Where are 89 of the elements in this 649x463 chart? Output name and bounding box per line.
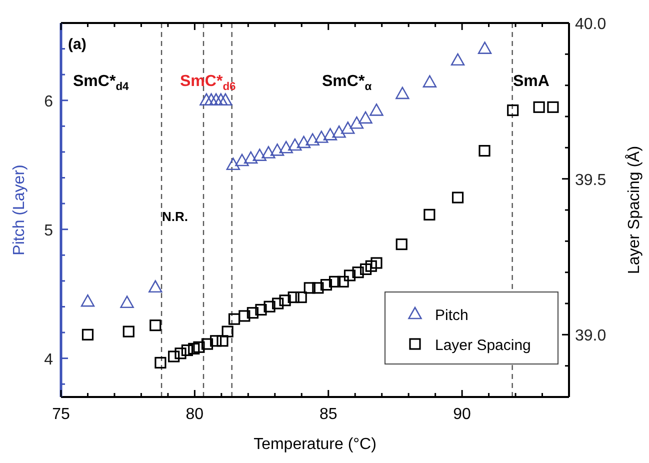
point: [200, 93, 214, 106]
point: [350, 116, 364, 129]
point: [82, 328, 94, 340]
point: [238, 310, 250, 322]
point: [478, 42, 492, 54]
point: [244, 151, 258, 164]
annotation: (a): [68, 36, 86, 53]
point: [235, 154, 249, 166]
y-tick-label: 5: [44, 222, 54, 240]
point: [304, 282, 316, 294]
point: [478, 144, 490, 157]
point: [396, 86, 410, 100]
point: [154, 356, 166, 369]
point: [214, 93, 228, 106]
point: [80, 294, 95, 307]
point: [358, 111, 372, 124]
y2-tick-label: 39.5: [575, 172, 606, 189]
point: [296, 136, 311, 148]
point: [181, 344, 193, 356]
point: [341, 122, 355, 134]
point: [306, 133, 320, 146]
point: [396, 238, 408, 250]
point: [228, 313, 240, 325]
point: [264, 300, 276, 312]
point: [174, 348, 186, 360]
annotation: SmC*$_{d6}$: [180, 73, 236, 94]
point: [188, 342, 200, 354]
point: [320, 279, 332, 291]
y-tick-label: 4: [44, 351, 54, 368]
x-axis-title: Temperature (°C): [254, 436, 376, 453]
point: [422, 75, 437, 88]
point: [288, 291, 300, 304]
point: [328, 276, 341, 288]
point: [262, 146, 276, 158]
x-tick-label: 75: [52, 406, 70, 423]
point: [450, 53, 465, 66]
point: [337, 276, 349, 288]
point: [209, 93, 223, 106]
annotation: SmA: [513, 73, 550, 90]
legend-label: Pitch: [435, 307, 468, 324]
point: [424, 208, 436, 220]
point: [295, 291, 307, 304]
x-tick-label: 90: [453, 406, 472, 423]
point: [168, 350, 180, 362]
point: [344, 270, 356, 282]
legend-label: Layer Spacing: [435, 337, 531, 354]
point: [312, 282, 324, 294]
annotation: SmC*$_{d4}$: [73, 73, 130, 94]
point: [332, 125, 346, 138]
point: [122, 326, 134, 338]
y-tick-label: 6: [44, 93, 54, 110]
point: [370, 104, 384, 116]
y-axis-title: Pitch (Layer): [11, 164, 28, 256]
point: [150, 320, 162, 332]
x-tick-label: 80: [186, 406, 204, 423]
point: [255, 304, 267, 316]
point: [365, 260, 377, 272]
point: [279, 140, 293, 154]
annotation: SmC*$_{α}$: [322, 73, 372, 94]
x-tick-label: 85: [319, 406, 338, 423]
point: [201, 338, 214, 350]
point: [222, 326, 234, 338]
y2-tick-label: 39.0: [575, 328, 606, 345]
point: [507, 104, 519, 116]
y2-axis-title: Layer Spacing (Å): [625, 146, 643, 274]
point: [270, 144, 284, 156]
point: [352, 266, 364, 278]
point: [218, 93, 232, 106]
point: [452, 192, 464, 204]
point: [272, 298, 284, 310]
point: [360, 263, 372, 276]
point: [252, 148, 267, 161]
point: [288, 138, 302, 151]
point: [193, 341, 205, 353]
point: [323, 128, 338, 140]
point: [314, 130, 328, 143]
point: [279, 294, 291, 306]
point: [210, 335, 222, 347]
point: [246, 307, 259, 319]
point: [533, 101, 545, 113]
y2-tick-label: 40.0: [575, 16, 606, 33]
point: [226, 158, 240, 170]
point: [148, 280, 162, 293]
point: [120, 296, 134, 308]
point: [370, 257, 382, 269]
annotation: N.R.: [162, 209, 188, 224]
point: [547, 101, 559, 113]
point: [216, 335, 228, 347]
point: [204, 93, 218, 106]
